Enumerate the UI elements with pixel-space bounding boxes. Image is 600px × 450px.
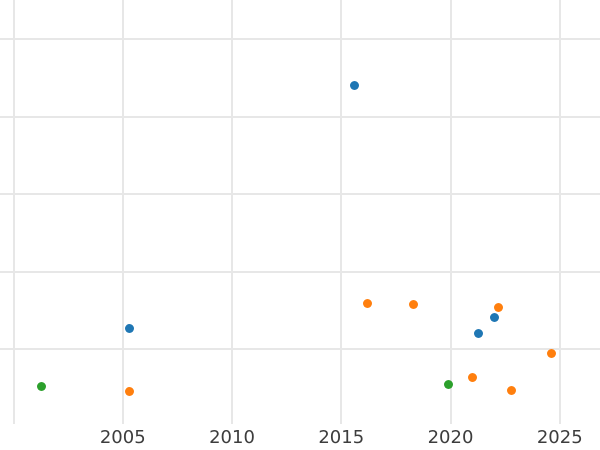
series-orange-point — [494, 302, 504, 312]
series-orange-point — [507, 386, 517, 396]
x-gridline — [340, 0, 342, 424]
y-gridline — [0, 348, 600, 350]
x-gridline — [122, 0, 124, 424]
series-green-point — [37, 382, 47, 392]
series-blue-point — [349, 81, 359, 90]
x-gridline — [231, 0, 233, 424]
y-gridline — [0, 116, 600, 118]
x-gridline — [450, 0, 452, 424]
series-orange-point — [467, 373, 477, 383]
series-green-point — [443, 380, 453, 390]
series-orange-point — [124, 387, 134, 397]
series-blue-point — [489, 312, 499, 322]
series-orange-point — [362, 298, 372, 308]
y-gridline — [0, 271, 600, 273]
x-tick-label: 2025 — [536, 427, 583, 448]
x-tick-label: 2005 — [99, 427, 146, 448]
x-tick-label: 2015 — [318, 427, 365, 448]
y-gridline — [0, 193, 600, 195]
x-gridline — [13, 0, 15, 424]
x-tick-label: 2020 — [427, 427, 474, 448]
series-orange-point — [546, 349, 556, 359]
y-gridline — [0, 38, 600, 40]
series-blue-point — [124, 324, 134, 334]
series-orange-point — [408, 299, 418, 309]
series-blue-point — [474, 329, 484, 338]
x-tick-label: 2010 — [209, 427, 255, 448]
x-gridline — [559, 0, 561, 424]
